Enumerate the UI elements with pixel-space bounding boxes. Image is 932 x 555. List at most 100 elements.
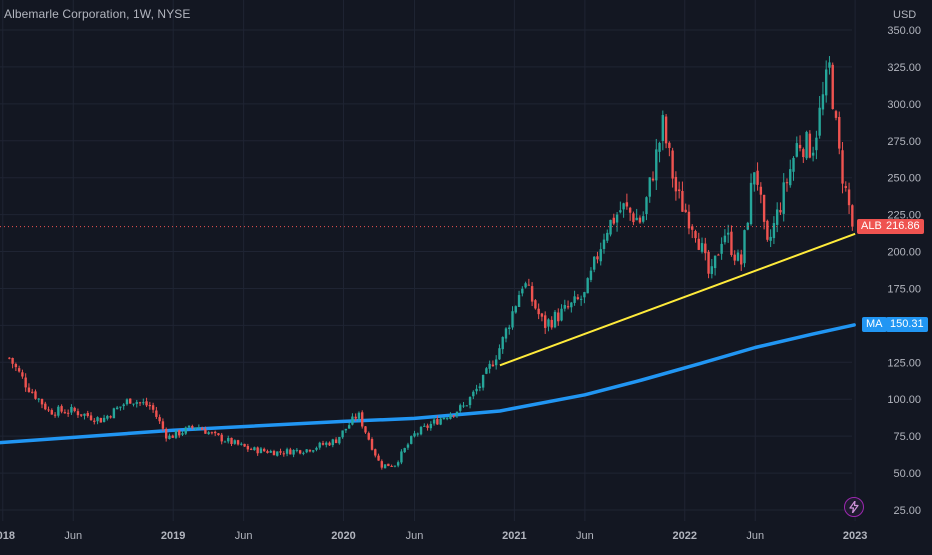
candle-body — [213, 431, 217, 434]
candle-body — [720, 243, 723, 254]
candle-body — [481, 374, 485, 388]
candle-body — [112, 408, 116, 419]
candle-body — [475, 388, 478, 392]
candle-body — [619, 210, 622, 213]
candle-body — [576, 297, 580, 300]
trend-line[interactable] — [499, 232, 856, 367]
candle-body — [318, 442, 321, 448]
candle-body — [429, 423, 433, 429]
candle-body — [622, 203, 625, 210]
x-tick-label: Jun — [406, 530, 424, 542]
candle-body — [612, 217, 616, 224]
candle-body — [537, 308, 540, 315]
x-tick-label: 2018 — [0, 530, 15, 542]
candle-body — [847, 189, 851, 206]
candle-body — [749, 182, 753, 225]
x-tick-label: 2021 — [502, 530, 526, 542]
candle-body — [700, 243, 704, 252]
candle-body — [743, 230, 746, 264]
y-tick-label: 100.00 — [887, 394, 921, 406]
candle-body — [436, 419, 439, 425]
candle-body — [632, 213, 635, 223]
candle-body — [230, 437, 233, 444]
candle-body — [501, 337, 504, 350]
candle-body — [403, 448, 406, 453]
candle-body — [589, 270, 593, 280]
candle-body — [593, 256, 596, 270]
candle-body — [504, 328, 508, 339]
candle-body — [191, 426, 194, 428]
candle-body — [106, 415, 109, 419]
x-tick-label: 2019 — [161, 530, 185, 542]
candle-body — [210, 432, 214, 434]
candle-body — [164, 428, 168, 439]
candle-body — [57, 406, 60, 416]
candle-body — [468, 397, 472, 406]
lightning-alert-icon[interactable] — [844, 497, 864, 517]
last-price-tag: 216.86 — [882, 219, 924, 235]
candle-body — [269, 450, 272, 453]
candle-body — [638, 217, 642, 223]
candle-body — [563, 305, 566, 309]
candle-body — [423, 425, 426, 427]
candle-body — [89, 415, 93, 420]
candle-body — [129, 398, 132, 404]
candle-body — [184, 427, 187, 434]
candle-body — [27, 387, 31, 392]
candle-body — [413, 433, 416, 437]
time-axis[interactable]: 2018 Jun 2019 Jun 2020 Jun 2021 Jun 2022 Jun 2023 — [0, 530, 867, 542]
candle-body — [168, 435, 171, 440]
candle-body — [99, 417, 103, 423]
candle-body — [508, 327, 511, 330]
candle-body — [808, 133, 812, 158]
candle-body — [393, 465, 397, 467]
candle-body — [200, 427, 204, 430]
y-tick-label: 225.00 — [887, 210, 921, 222]
candle-body — [387, 463, 390, 467]
price-axis[interactable]: 25.0050.0075.00100.00125.00150.00175.002… — [887, 25, 921, 517]
candle-body — [364, 426, 367, 433]
candle-body — [566, 306, 570, 308]
candle-body — [668, 142, 671, 149]
candle-body — [233, 440, 236, 444]
candle-body — [511, 311, 514, 328]
candle-body — [181, 433, 184, 435]
candle-body — [606, 232, 609, 241]
candle-body — [249, 448, 253, 450]
candle-body — [321, 443, 325, 445]
candle-body — [648, 177, 651, 197]
candle-body — [459, 405, 462, 411]
candle-body — [31, 391, 34, 393]
candle-body — [599, 249, 602, 262]
candle-body — [740, 254, 743, 265]
candle-body — [645, 197, 648, 215]
candle-body — [609, 219, 612, 235]
trend-line-layer[interactable] — [499, 232, 856, 367]
ma-tag: MA — [862, 317, 887, 333]
candle-body — [478, 386, 482, 388]
candle-body — [442, 417, 446, 420]
candle-body — [449, 414, 452, 419]
candle-body — [243, 443, 246, 447]
x-tick-label: Jun — [64, 530, 82, 542]
candle-body — [579, 298, 583, 300]
candle-body — [338, 436, 341, 444]
candle-body — [530, 286, 534, 302]
candle-body — [687, 211, 691, 229]
candle-body — [828, 62, 831, 68]
candle-body — [282, 453, 285, 455]
candle-body — [298, 450, 302, 454]
candle-body — [651, 178, 655, 181]
candle-body — [841, 150, 844, 184]
candle-body — [838, 117, 841, 149]
x-tick-label: 2022 — [673, 530, 697, 542]
candle-body — [374, 449, 377, 456]
candle-body — [361, 412, 364, 427]
candle-body — [347, 425, 351, 429]
candle-body — [514, 306, 517, 313]
candle-body — [485, 368, 488, 374]
candle-body — [109, 416, 112, 418]
candle-body — [573, 296, 576, 303]
